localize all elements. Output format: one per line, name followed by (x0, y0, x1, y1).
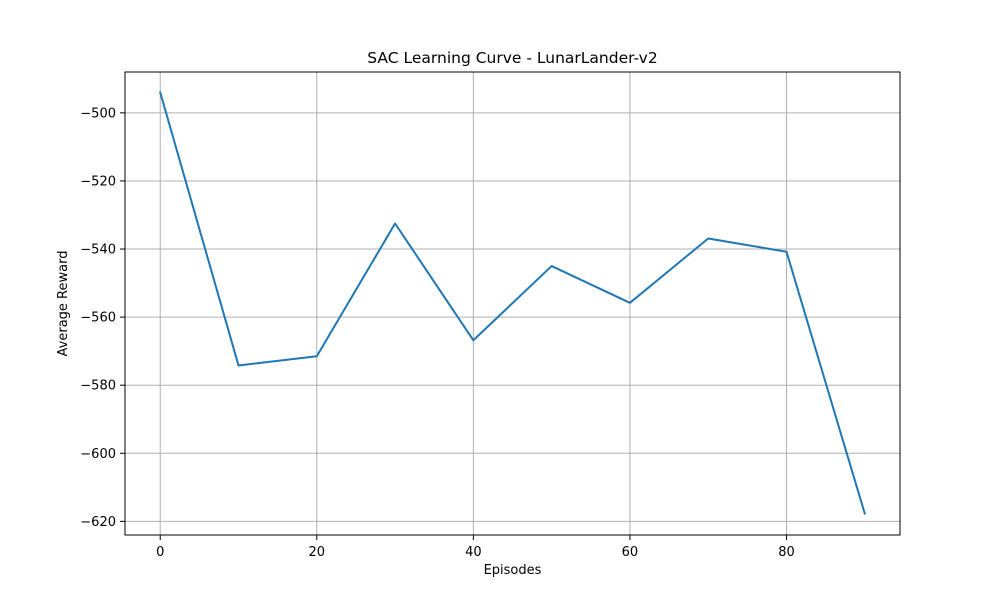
x-tick-label: 0 (156, 545, 164, 560)
plot-area-frame (124, 71, 901, 536)
y-tick-label: −600 (80, 447, 116, 462)
y-tick-label: −620 (80, 515, 116, 530)
series-line (158, 91, 867, 515)
y-tick-label: −560 (80, 311, 116, 326)
x-tick-label: 80 (778, 545, 795, 560)
y-axis-ticks: −620 −600 −580 −560 −540 −520 −500 (80, 106, 125, 530)
x-tick-label: 60 (622, 545, 639, 560)
x-tick-label: 40 (465, 545, 482, 560)
y-tick-label: −580 (80, 379, 116, 394)
y-tick-label: −540 (80, 243, 116, 258)
x-tick-label: 20 (309, 545, 326, 560)
x-axis-label: Episodes (484, 563, 542, 578)
y-axis-label: Average Reward (56, 251, 71, 357)
chart-title: SAC Learning Curve - LunarLander-v2 (367, 49, 657, 67)
y-tick-label: −520 (80, 174, 116, 189)
x-axis-ticks: 0 20 40 60 80 (156, 535, 795, 560)
series-layer (158, 91, 867, 515)
y-tick-label: −500 (80, 106, 116, 121)
